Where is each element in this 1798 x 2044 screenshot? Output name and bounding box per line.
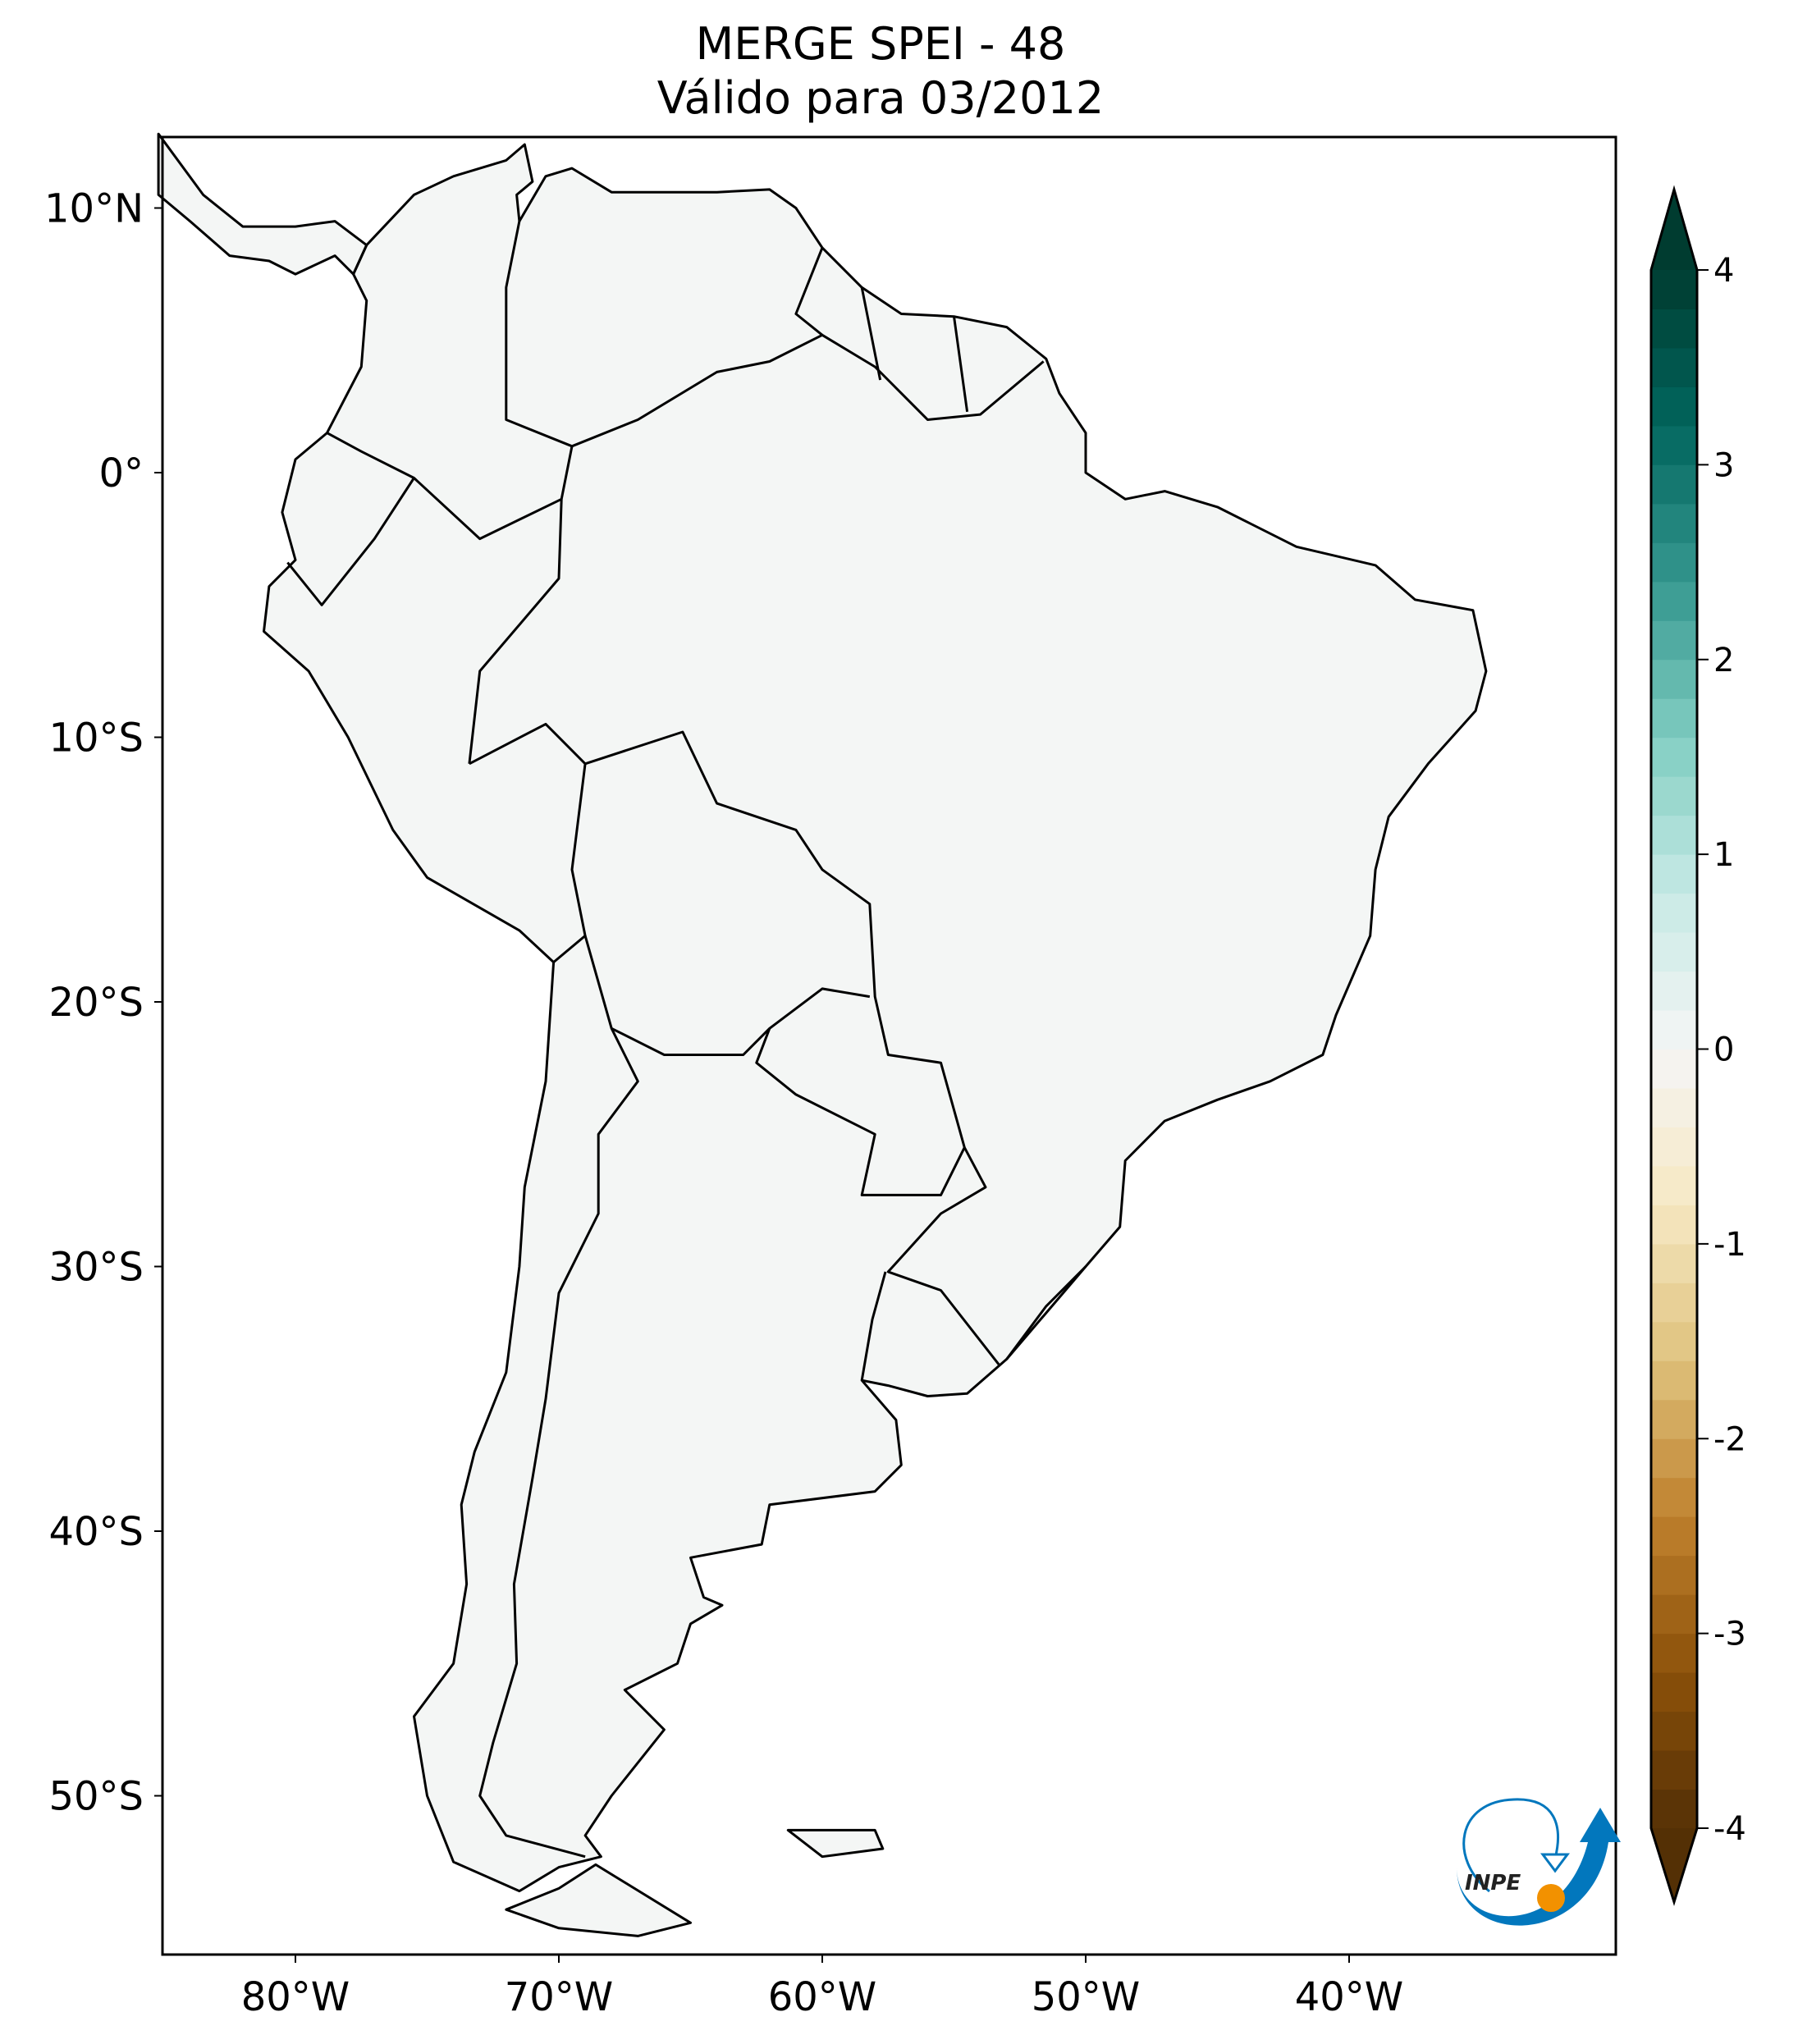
lon-tick-label: 50°W [1032, 1974, 1141, 2020]
colorbar-segment [1651, 1360, 1697, 1401]
colorbar-segment [1651, 1750, 1697, 1790]
inpe-logo: INPE [1457, 1798, 1621, 1926]
colorbar-segment [1651, 503, 1697, 543]
landmass-tdf [506, 1864, 691, 1937]
lat-tick-label: 0° [98, 450, 144, 496]
border-line [860, 1271, 887, 1381]
colorbar-segment [1651, 893, 1697, 933]
border-line [1005, 1265, 1087, 1360]
colorbar-segment [1651, 1127, 1697, 1167]
lon-tick-label: 70°W [505, 1974, 614, 2020]
map-area [157, 132, 1488, 1937]
landmass-falk [788, 1830, 883, 1857]
coastline [157, 132, 1488, 1937]
colorbar-segment [1651, 620, 1697, 661]
border-line [755, 1027, 966, 1196]
colorbar-segment [1651, 737, 1697, 777]
lat-tick-label: 10°S [48, 716, 144, 761]
colorbar-segment [1651, 1789, 1697, 1829]
border-line [552, 763, 587, 963]
colorbar-segment [1651, 1399, 1697, 1439]
colorbar-segment [1651, 1205, 1697, 1245]
colorbar-segment [1651, 1243, 1697, 1283]
lat-tick-label: 30°S [48, 1245, 144, 1291]
border-line [611, 987, 871, 1056]
landmass-panama [158, 134, 367, 275]
colorbar-segment [1651, 1633, 1697, 1673]
latitude-axis: 10°N 0° 10°S 20°S 30°S 40°S 50°S [44, 186, 162, 1820]
colorbar-segment [1651, 1672, 1697, 1712]
colorbar-segment [1651, 1516, 1697, 1557]
colorbar-tick-label: 1 [1713, 836, 1734, 874]
colorbar-segment [1651, 309, 1697, 349]
colorbar-segment [1651, 386, 1697, 427]
colorbar-tick-label: 0 [1713, 1031, 1734, 1069]
colorbar-extend-min [1651, 1828, 1697, 1902]
land-fill [158, 134, 1486, 1937]
chart-title-line1: MERGE SPEI - 48 [696, 18, 1066, 70]
svg-text:INPE: INPE [1465, 1871, 1521, 1895]
colorbar-tick-label: -2 [1713, 1420, 1746, 1458]
border-line [478, 935, 639, 1859]
colorbar-segment [1651, 1594, 1697, 1635]
colorbar-segment [1651, 425, 1697, 465]
border-line [468, 333, 1045, 764]
colorbar-segment [1651, 659, 1697, 699]
map-frame [161, 135, 1617, 1956]
border-line [794, 247, 824, 336]
coastline-main [263, 143, 1488, 1893]
border-line [469, 722, 1000, 1365]
colorbar-segment [1651, 971, 1697, 1011]
lon-tick-label: 80°W [241, 1974, 350, 2020]
colorbar-tick-label: 4 [1713, 252, 1734, 290]
colorbar-segment [1651, 1283, 1697, 1323]
colorbar-segment [1651, 347, 1697, 387]
border-line [860, 287, 882, 381]
colorbar-extend-max [1651, 190, 1697, 270]
lat-tick-label: 20°S [48, 980, 144, 1026]
colorbar-segment [1651, 776, 1697, 816]
landmass-main [263, 144, 1486, 1891]
coastline-tdf [505, 1863, 692, 1937]
colorbar-segment [1651, 1438, 1697, 1479]
colorbar-tick-label: -1 [1713, 1226, 1746, 1264]
colorbar-segment [1651, 1711, 1697, 1751]
lon-tick-label: 40°W [1295, 1974, 1404, 2020]
colorbar-segment [1651, 1087, 1697, 1127]
colorbar-tick-label: 3 [1713, 446, 1734, 484]
border-line [953, 316, 969, 413]
longitude-axis: 80°W 70°W 60°W 50°W 40°W [241, 1955, 1404, 2020]
border-line [286, 477, 415, 606]
colorbar-segment [1651, 815, 1697, 855]
colorbar-segment [1651, 270, 1697, 309]
border-line [505, 221, 573, 448]
colorbar-tick-label: -3 [1713, 1616, 1746, 1653]
lat-tick-label: 50°S [48, 1774, 144, 1820]
coastline-falk [786, 1828, 885, 1859]
colorbar-segment [1651, 1555, 1697, 1595]
colorbar-segment [1651, 1010, 1697, 1049]
lat-tick-label: 10°N [44, 186, 144, 232]
colorbar-tick-label: -4 [1713, 1810, 1746, 1848]
colorbar-segment [1651, 1321, 1697, 1361]
colorbar: 4 3 2 1 0 -1 -2 -3 -4 [1649, 185, 1746, 1907]
colorbar-tick-label: 2 [1713, 642, 1734, 679]
colorbar-segment [1651, 1165, 1697, 1205]
colorbar-segment [1651, 698, 1697, 738]
colorbar-segment [1651, 1477, 1697, 1517]
country-borders [286, 221, 1087, 1859]
colorbar-segment [1651, 464, 1697, 505]
chart-title-line2: Válido para 03/2012 [657, 72, 1104, 124]
colorbar-segment [1651, 932, 1697, 972]
colorbar-segment [1651, 542, 1697, 583]
lon-tick-label: 60°W [768, 1974, 877, 2020]
colorbar-segment [1651, 854, 1697, 894]
lat-tick-label: 40°S [48, 1509, 144, 1555]
coastline-panama [157, 132, 368, 276]
colorbar-segment [1651, 1049, 1697, 1089]
colorbar-segment [1651, 581, 1697, 621]
